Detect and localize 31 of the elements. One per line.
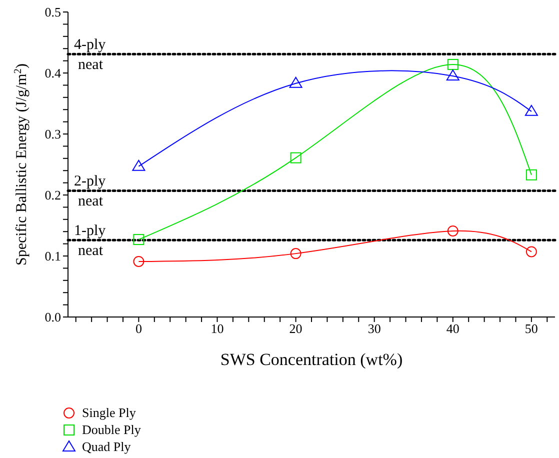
point xyxy=(289,76,302,88)
point xyxy=(132,160,146,171)
y-tick-label: 0.0 xyxy=(44,310,61,325)
y-tick-label: 0.5 xyxy=(44,4,61,20)
y-tick-label: 0.3 xyxy=(44,126,61,142)
point xyxy=(446,70,460,81)
point xyxy=(447,225,458,236)
legend-label: Double Ply xyxy=(82,422,141,438)
x-tick-label: 0 xyxy=(135,321,142,336)
ref-line-label: 2-ply neat xyxy=(74,174,106,210)
point xyxy=(524,104,538,116)
x-tick-label: 50 xyxy=(524,321,538,336)
x-tick-label: 30 xyxy=(368,321,381,336)
y-tick-label: 0.4 xyxy=(44,66,62,81)
point xyxy=(290,152,302,164)
legend-label: Quad Ply xyxy=(82,438,131,454)
legend-label: Single Ply xyxy=(82,404,136,420)
point xyxy=(526,246,537,258)
ref-line-label: 1-ply neat xyxy=(74,223,106,260)
y-tick-label: 0.1 xyxy=(44,248,61,264)
point xyxy=(290,248,302,260)
y-tick-label: 0.2 xyxy=(44,188,61,203)
point xyxy=(133,256,144,267)
x-axis-title: SWS Concentration (wt%) xyxy=(220,350,403,369)
point xyxy=(133,234,144,246)
point xyxy=(447,58,458,70)
ref-line-label: 4-ply neat xyxy=(74,37,106,74)
point xyxy=(526,169,537,180)
x-tick-label: 10 xyxy=(210,321,224,336)
x-tick-label: 20 xyxy=(289,321,302,336)
x-tick-label: 40 xyxy=(446,321,460,336)
